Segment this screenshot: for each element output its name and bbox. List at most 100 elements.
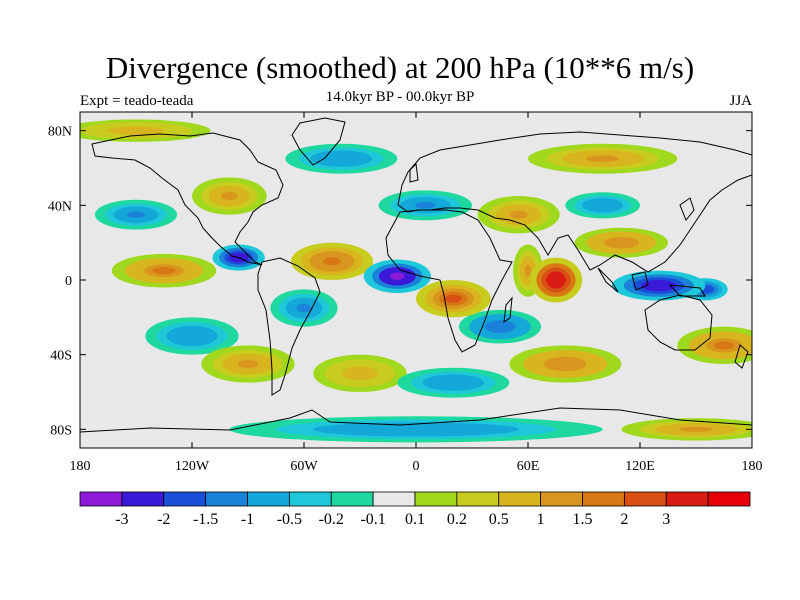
field-contour-band: [374, 426, 458, 433]
field-contour-band: [445, 294, 462, 303]
colorbar-swatch: [540, 491, 583, 507]
field-contour-band: [586, 155, 620, 162]
coastline-eurasia: [397, 131, 752, 273]
colorbar-swatch: [623, 491, 667, 507]
colorbar-label: 1: [537, 511, 545, 528]
field-contour-band: [389, 272, 405, 280]
lat-label: 40S: [50, 349, 72, 364]
field-contour-band: [553, 359, 578, 369]
colorbar-swatch: [79, 491, 123, 507]
field-contour-band: [490, 322, 510, 331]
lon-label: 60E: [517, 459, 540, 474]
coastline-africa: [385, 209, 513, 353]
colorbar-swatch: [498, 491, 542, 507]
field-feature: [528, 143, 678, 174]
field-feature: [677, 326, 752, 364]
field-feature: [509, 345, 622, 383]
field-contour-band: [594, 202, 611, 209]
field-feature: [565, 192, 641, 219]
field-contour-band: [550, 275, 562, 285]
field-feature: [378, 190, 473, 221]
divergence-field: [80, 112, 752, 448]
colorbar-label: 3: [662, 511, 670, 528]
coastline-north-america: [91, 132, 284, 266]
coastline-south-america: [257, 257, 321, 396]
field-feature: [621, 418, 752, 441]
coastline-australia: [644, 294, 713, 351]
field-contour-band: [126, 211, 146, 218]
lon-label: 60W: [290, 459, 318, 474]
field-contour-band: [611, 239, 632, 246]
coastline-new-zealand: [734, 344, 749, 369]
colorbar-label: 1.5: [573, 511, 593, 528]
field-contour-band: [181, 331, 203, 341]
axis-ticks: 80N 40N 0 40S 80S 180 120W 60W 0 60E 120E 180: [48, 112, 763, 474]
season-label: JJA: [729, 93, 752, 109]
colorbar-swatch: [121, 491, 165, 507]
colorbar-label: -0.1: [360, 511, 385, 528]
field-contour-band: [648, 282, 669, 289]
chart-subtitle: 14.0kyr BP - 00.0kyr BP: [325, 89, 475, 105]
coastline-new-guinea: [668, 284, 706, 297]
field-contour-band: [441, 379, 466, 386]
field-feature: [290, 242, 374, 280]
coastline-uk: [409, 162, 419, 183]
coastline-japan: [679, 197, 695, 221]
colorbar-swatch: [456, 491, 500, 507]
colorbar-label: -0.2: [319, 511, 344, 528]
lat-label: 40N: [48, 199, 72, 214]
colorbar-label: -2: [157, 511, 170, 528]
field-contour-band: [415, 202, 436, 209]
colorbar-swatch: [330, 491, 374, 507]
colorbar-swatch: [163, 491, 207, 507]
field-feature: [270, 289, 338, 327]
lon-label: 180: [742, 459, 763, 474]
lon-label: 120W: [175, 459, 210, 474]
colorbar: -3 -2 -1.5 -1 -0.5 -0.2 -0.1 0.1 0.2 0.5 1 1.5 2 3: [79, 491, 751, 528]
field-contour-band: [152, 266, 176, 275]
colorbar-label: -1.5: [193, 511, 218, 528]
field-contour-band: [119, 128, 153, 134]
field-contour-band: [349, 369, 371, 378]
coastlines: [80, 117, 752, 433]
field-contour-band: [296, 303, 312, 313]
lon-label: 180: [70, 459, 91, 474]
field-feature: [192, 177, 267, 215]
colorbar-label: 0.5: [489, 511, 509, 528]
field-feature: [201, 345, 295, 383]
field-feature: [145, 317, 239, 355]
field-contour-band: [221, 191, 238, 201]
colorbar-swatch: [247, 491, 290, 507]
colorbar-label: -0.5: [277, 511, 302, 528]
field-feature: [574, 227, 668, 258]
colorbar-label: -3: [115, 511, 128, 528]
chart-title: Divergence (smoothed) at 200 hPa (10**6 …: [105, 50, 695, 85]
colorbar-swatch: [372, 491, 416, 507]
lon-label: 120E: [625, 459, 655, 474]
coastline-sumatra: [597, 267, 619, 293]
colorbar-label: -1: [241, 511, 254, 528]
lat-label: 0: [65, 274, 72, 289]
field-feature: [612, 270, 706, 301]
coastline-antarctica: [80, 407, 752, 433]
coastline-madagascar: [503, 296, 513, 324]
field-contour-band: [509, 210, 528, 219]
colorbar-swatch: [582, 491, 625, 507]
field-feature: [397, 367, 510, 398]
colorbar-label: 2: [620, 511, 628, 528]
coastline-borneo: [631, 271, 649, 291]
colorbar-swatch: [205, 491, 248, 507]
lat-label: 80N: [48, 125, 72, 140]
field-feature: [416, 280, 491, 318]
field-feature: [111, 253, 217, 288]
lon-label: 0: [413, 459, 420, 474]
field-contour-band: [713, 341, 735, 350]
colorbar-label: 0.2: [447, 511, 467, 528]
field-contour-band: [524, 264, 532, 277]
colorbar-swatch: [665, 491, 709, 507]
colorbar-swatch: [288, 491, 332, 507]
field-feature: [458, 309, 542, 344]
field-feature: [477, 196, 560, 234]
